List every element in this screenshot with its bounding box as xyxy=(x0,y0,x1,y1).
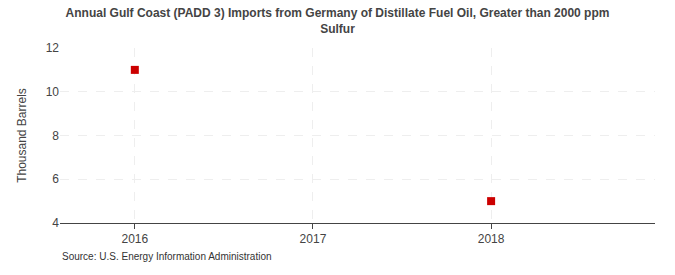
svg-text:2016: 2016 xyxy=(121,232,148,246)
svg-text:12: 12 xyxy=(46,41,60,55)
svg-text:4: 4 xyxy=(52,216,59,230)
svg-text:6: 6 xyxy=(52,172,59,186)
svg-text:8: 8 xyxy=(52,129,59,143)
svg-text:Source: U.S. Energy Informatio: Source: U.S. Energy Information Administ… xyxy=(62,251,272,262)
svg-text:10: 10 xyxy=(46,85,60,99)
svg-text:2018: 2018 xyxy=(478,232,505,246)
svg-text:Annual Gulf Coast (PADD 3) Imp: Annual Gulf Coast (PADD 3) Imports from … xyxy=(66,6,610,36)
svg-text:2017: 2017 xyxy=(300,232,327,246)
svg-text:Thousand Barrels: Thousand Barrels xyxy=(15,88,29,183)
